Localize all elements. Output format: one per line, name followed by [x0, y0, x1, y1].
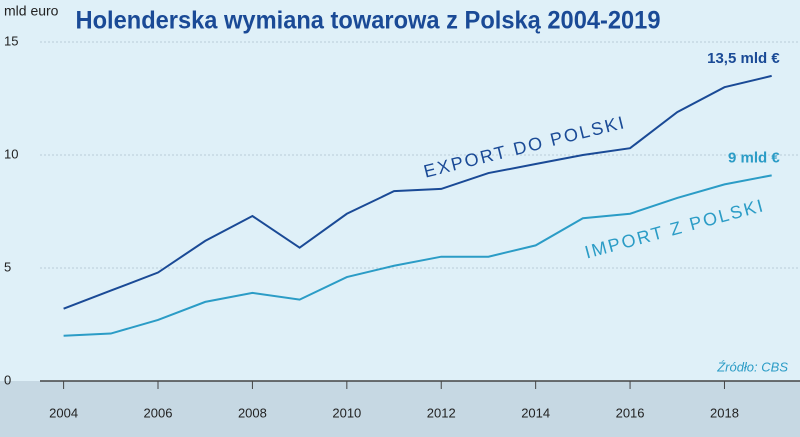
x-tick-label: 2012: [427, 405, 456, 420]
x-tick-label: 2016: [616, 405, 645, 420]
x-tick-label: 2018: [710, 405, 739, 420]
x-tick-label: 2014: [521, 405, 550, 420]
x-tick-label: 2010: [332, 405, 361, 420]
chart-title: Holenderska wymiana towarowa z Polską 20…: [76, 7, 661, 35]
source: Źródło: CBS: [716, 359, 788, 374]
x-tick-label: 2008: [238, 405, 267, 420]
y-tick-label: 5: [4, 259, 11, 274]
series-line: [63, 174, 772, 337]
value-label: 9 mld €: [728, 149, 780, 166]
x-tick-label: 2004: [49, 405, 78, 420]
series-line: [63, 74, 772, 310]
y-tick-label: 15: [4, 33, 18, 48]
x-tick-label: 2006: [144, 405, 173, 420]
y-tick-label: 10: [4, 146, 18, 161]
y-axis-label: mld euro: [4, 3, 59, 19]
y-tick-label: 0: [4, 372, 11, 387]
axis-band: [0, 381, 800, 437]
value-label: 13,5 mld €: [707, 50, 780, 67]
